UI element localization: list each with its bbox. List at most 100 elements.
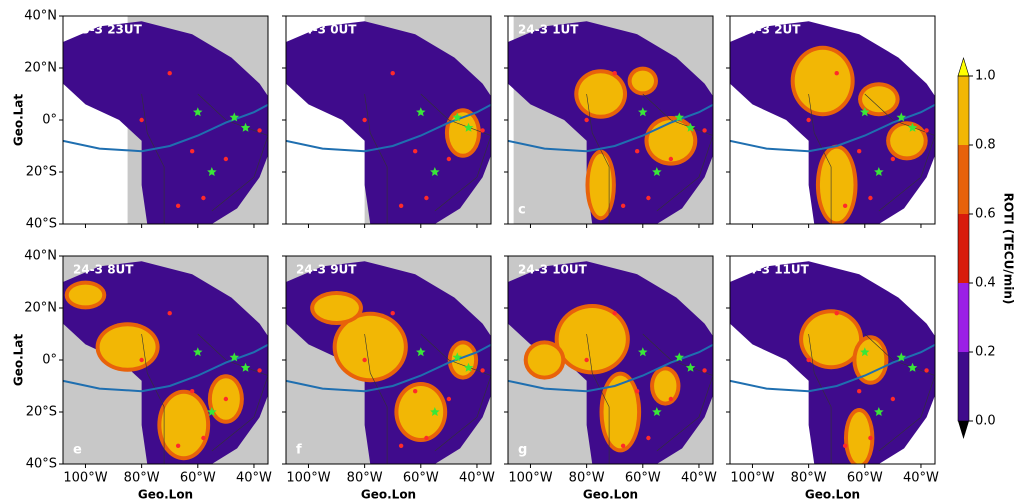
panel-letter: g bbox=[518, 443, 527, 458]
station-dot bbox=[868, 195, 873, 201]
panel-letter: h bbox=[740, 443, 749, 458]
station-dot bbox=[223, 156, 229, 162]
map-panel bbox=[508, 256, 713, 464]
roti-patch bbox=[578, 73, 624, 115]
x-tick-label: 60°W bbox=[847, 471, 883, 486]
station-star bbox=[207, 167, 217, 176]
station-star bbox=[685, 362, 696, 372]
station-dot bbox=[620, 443, 626, 448]
station-dot bbox=[480, 128, 485, 133]
station-dot bbox=[924, 128, 929, 133]
colorbar-segment bbox=[958, 76, 969, 145]
x-axis-label: Geo.Lon bbox=[138, 488, 193, 499]
station-dot bbox=[634, 389, 640, 394]
roti-coverage bbox=[508, 21, 713, 224]
station-star bbox=[685, 122, 696, 132]
station-star bbox=[229, 352, 240, 362]
station-dot bbox=[167, 311, 172, 316]
station-star bbox=[896, 352, 907, 362]
roti-patch bbox=[398, 386, 444, 438]
roti-patch bbox=[314, 295, 359, 321]
panel-title: 24-3 9UT bbox=[296, 263, 357, 277]
station-dot bbox=[189, 149, 195, 154]
station-dot bbox=[390, 311, 395, 316]
panel-letter: b bbox=[296, 203, 305, 218]
x-tick-label: 80°W bbox=[791, 471, 827, 486]
station-star bbox=[874, 407, 884, 416]
station-dot bbox=[167, 71, 172, 76]
station-star bbox=[463, 122, 474, 132]
x-tick-label: 80°W bbox=[347, 471, 383, 486]
roti-patch bbox=[558, 308, 626, 371]
y-tick-label: 20°N bbox=[24, 61, 57, 76]
x-tick-label: 60°W bbox=[403, 471, 439, 486]
station-dot bbox=[834, 311, 839, 316]
station-star bbox=[638, 107, 648, 117]
y-axis-label: Geo.Lat bbox=[12, 334, 26, 387]
roti-patch bbox=[847, 412, 871, 464]
coastline bbox=[808, 93, 935, 224]
station-star bbox=[463, 362, 474, 372]
station-star bbox=[652, 407, 662, 416]
colorbar-segment bbox=[958, 214, 969, 283]
panel-title: 24-3 1UT bbox=[518, 23, 579, 37]
station-dot bbox=[257, 368, 262, 373]
y-axis-label: Geo.Lat bbox=[12, 94, 26, 147]
coastline bbox=[586, 93, 713, 224]
y-tick-label: 20°S bbox=[26, 165, 57, 180]
colorbar-tick-label: 0.6 bbox=[975, 207, 996, 222]
map-panel bbox=[286, 256, 491, 464]
roti-patch bbox=[68, 284, 103, 306]
panel-title: 24-3 2UT bbox=[740, 23, 801, 37]
station-dot bbox=[620, 203, 626, 208]
y-tick-label: 0° bbox=[42, 353, 57, 368]
panel-letter: c bbox=[518, 203, 526, 218]
station-star bbox=[430, 407, 440, 416]
station-dot bbox=[806, 117, 811, 123]
station-dot bbox=[189, 389, 195, 394]
roti-patch bbox=[631, 70, 654, 92]
station-dot bbox=[668, 396, 674, 402]
x-tick-label: 40°W bbox=[459, 471, 495, 486]
magnetic-equator bbox=[730, 103, 935, 153]
map-panel bbox=[63, 16, 268, 224]
station-star bbox=[240, 122, 251, 132]
x-tick-label: 40°W bbox=[681, 471, 717, 486]
x-axis-label: Geo.Lon bbox=[361, 488, 416, 499]
station-dot bbox=[924, 368, 929, 373]
map-panel bbox=[508, 16, 713, 224]
station-star bbox=[874, 167, 884, 176]
x-tick-label: 80°W bbox=[124, 471, 160, 486]
station-dot bbox=[257, 128, 262, 133]
roti-patch bbox=[161, 393, 207, 457]
station-star bbox=[416, 347, 426, 357]
magnetic-equator bbox=[63, 103, 268, 153]
coastline bbox=[808, 333, 935, 464]
x-tick-label: 100°W bbox=[508, 471, 552, 486]
station-star bbox=[652, 167, 662, 176]
station-dot bbox=[362, 357, 367, 363]
magnetic-equator bbox=[730, 343, 935, 393]
y-tick-label: 40°N bbox=[24, 249, 57, 264]
roti-patch bbox=[603, 375, 638, 449]
station-star bbox=[452, 112, 463, 122]
roti-patch bbox=[890, 125, 924, 157]
station-dot bbox=[646, 195, 651, 201]
y-tick-label: 20°S bbox=[26, 405, 57, 420]
colorbar-segment bbox=[958, 283, 969, 352]
station-dot bbox=[842, 443, 848, 448]
roti-coverage bbox=[63, 21, 268, 224]
magnetic-equator bbox=[508, 343, 713, 393]
y-tick-label: 0° bbox=[42, 113, 57, 128]
station-dot bbox=[390, 71, 395, 76]
panel-title: 24-3 11UT bbox=[740, 263, 810, 277]
y-tick-label: 40°S bbox=[26, 217, 57, 232]
station-star bbox=[674, 352, 685, 362]
coastline bbox=[364, 93, 491, 224]
station-dot bbox=[834, 71, 839, 76]
station-dot bbox=[668, 156, 674, 162]
station-dot bbox=[856, 389, 862, 394]
station-dot bbox=[175, 203, 181, 208]
coastline bbox=[141, 93, 268, 224]
